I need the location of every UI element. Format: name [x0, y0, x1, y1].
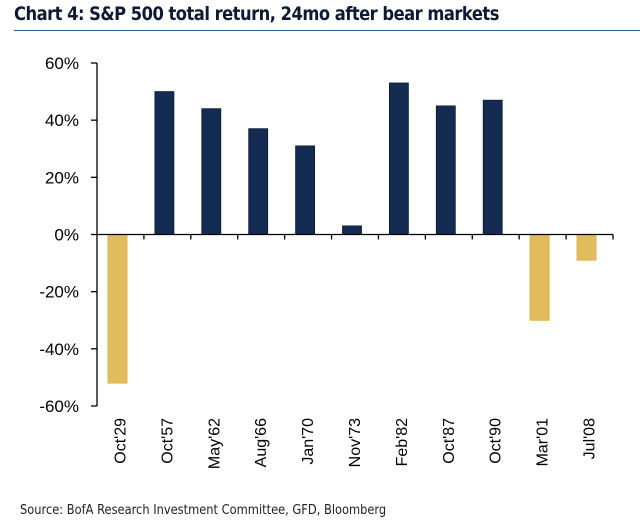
bar-jan70 — [295, 145, 316, 235]
bar-nov73 — [342, 225, 362, 235]
x-tick-label: Oct'57 — [159, 418, 176, 464]
x-tick-label: Oct'29 — [112, 418, 129, 464]
x-tick-label: Feb'82 — [394, 418, 411, 467]
chart-title: Chart 4: S&P 500 total return, 24mo afte… — [14, 3, 499, 25]
y-tick-label: 0% — [54, 226, 79, 245]
y-tick-label: -60% — [39, 397, 79, 416]
bar-oct90 — [482, 99, 503, 235]
bar-may62 — [201, 108, 222, 235]
y-tick-label: -20% — [39, 283, 79, 302]
bar-mar01 — [529, 234, 550, 321]
x-tick-label: May'62 — [206, 418, 223, 469]
bar-oct87 — [435, 105, 456, 235]
x-tick-label: Aug'66 — [253, 418, 270, 467]
y-tick-label: 40% — [45, 111, 79, 130]
y-tick-label: -40% — [39, 340, 79, 359]
source-note: Source: BofA Research Investment Committ… — [20, 503, 387, 518]
bar-oct57 — [154, 91, 175, 235]
bar-aug66 — [248, 128, 269, 235]
x-tick-label: Mar'01 — [535, 418, 552, 467]
bar-feb82 — [388, 82, 409, 235]
title-divider — [14, 30, 640, 31]
bar-oct29 — [107, 234, 128, 384]
x-tick-label: Nov'73 — [347, 418, 364, 467]
y-tick-label: 20% — [45, 168, 79, 187]
x-tick-label: Oct'90 — [488, 418, 505, 464]
bar-jul08 — [576, 234, 597, 261]
x-tick-label: Oct'87 — [441, 418, 458, 464]
x-tick-label: Jul'08 — [582, 418, 599, 459]
y-tick-label: 60% — [45, 54, 79, 73]
x-tick-label: Jan'70 — [300, 418, 317, 465]
